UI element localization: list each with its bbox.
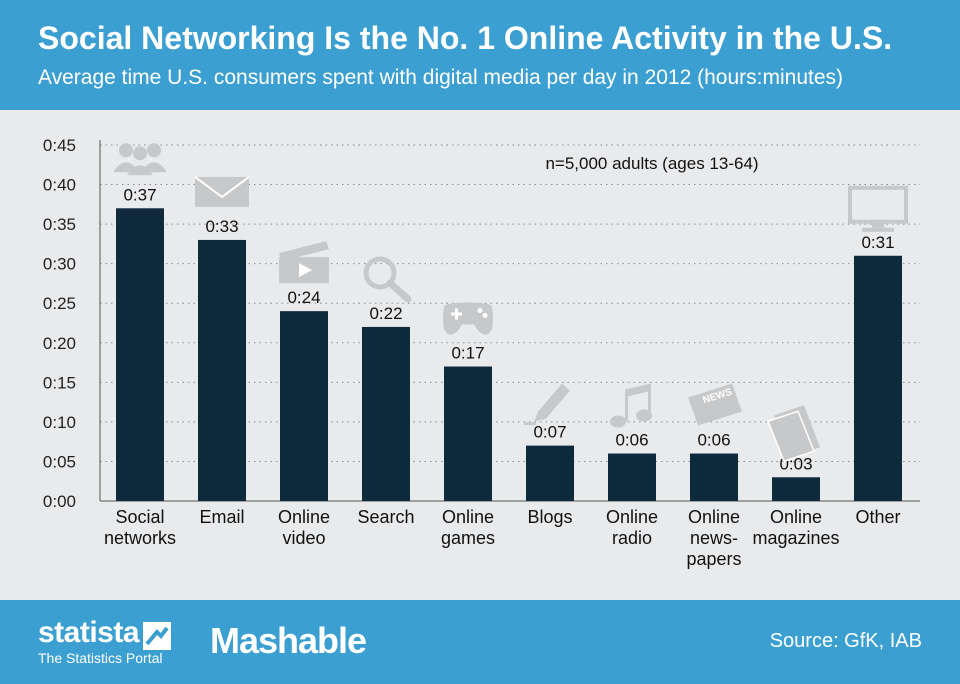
header-banner: Social Networking Is the No. 1 Online Ac… <box>0 0 960 110</box>
category-label: Email <box>199 507 244 527</box>
bar <box>444 366 492 501</box>
bar <box>362 326 410 501</box>
people-icon-head <box>147 143 161 158</box>
gamepad-icon-button <box>482 313 488 319</box>
bar-chart: 0:00 0:05 0:10 0:15 0:20 0:25 0:30 0:35 0:40 0:45… <box>43 136 920 569</box>
footer-banner: statista The Statistics Portal Mashable … <box>0 600 960 684</box>
bar-value-label: 0:22 <box>369 304 402 323</box>
bar <box>772 477 820 501</box>
y-tick-label: 0:00 <box>43 492 76 511</box>
category-label: Online <box>442 507 494 527</box>
category-label: Online <box>770 507 822 527</box>
magnifier-icon-lens <box>363 256 397 290</box>
statista-logo-icon <box>143 622 171 650</box>
clapperboard-icon-clapper <box>279 241 329 262</box>
bar-value-label: 0:06 <box>615 431 648 450</box>
source-note: Source: GfK, IAB <box>769 630 922 652</box>
newspaper-icon-page <box>688 383 742 426</box>
bar-value-label: 0:17 <box>451 344 484 363</box>
y-tick-label: 0:30 <box>43 255 76 274</box>
clapperboard-icon-play <box>299 263 312 278</box>
clapperboard-icon <box>279 241 329 284</box>
y-tick-label: 0:35 <box>43 215 76 234</box>
y-tick-label: 0:15 <box>43 373 76 392</box>
bar-value-label: 0:07 <box>533 423 566 442</box>
statista-tagline: The Statistics Portal <box>38 650 163 666</box>
bar-value-label: 0:24 <box>287 288 320 307</box>
y-tick-label: 0:40 <box>43 176 76 195</box>
magazine-icon <box>767 405 820 463</box>
bar <box>854 255 902 501</box>
category-label: video <box>282 528 325 548</box>
pencil-icon-body <box>534 383 570 422</box>
pencil-icon <box>524 383 570 426</box>
y-tick-label: 0:20 <box>43 334 76 353</box>
plot-area: 0:00 0:05 0:10 0:15 0:20 0:25 0:30 0:35 0:40 0:45… <box>0 110 960 600</box>
newspaper-icon: NEWS <box>688 383 742 426</box>
category-label: Online <box>278 507 330 527</box>
envelope-icon-flap <box>194 176 250 199</box>
category-label: networks <box>104 528 176 548</box>
y-tick-label: 0:45 <box>43 136 76 155</box>
category-label: Other <box>855 507 900 527</box>
magnifier-icon-handle <box>386 279 412 303</box>
people-icon-head <box>119 143 133 158</box>
monitor-icon-base <box>862 227 894 232</box>
gamepad-icon-button <box>477 308 483 314</box>
bar-value-label: 0:06 <box>697 431 730 450</box>
bar <box>690 453 738 501</box>
category-label: Blogs <box>527 507 572 527</box>
monitor-icon <box>848 185 908 232</box>
chart-title: Social Networking Is the No. 1 Online Ac… <box>38 20 893 56</box>
bar <box>608 453 656 501</box>
magazine-icon-page <box>767 410 815 463</box>
chart-subtitle: Average time U.S. consumers spent with d… <box>38 66 844 89</box>
bar <box>198 239 246 501</box>
gamepad-icon-body <box>443 302 493 335</box>
category-label: papers <box>686 549 741 569</box>
bar <box>280 311 328 501</box>
envelope-icon-body <box>195 176 249 207</box>
mashable-logo[interactable]: Mashable <box>210 620 367 661</box>
music-note-icon <box>610 383 652 428</box>
y-tick-label: 0:10 <box>43 413 76 432</box>
people-icon-body <box>127 165 153 176</box>
y-tick-label: 0:25 <box>43 294 76 313</box>
bar-value-label: 0:31 <box>861 233 894 252</box>
y-tick-label: 0:05 <box>43 452 76 471</box>
monitor-icon-neck <box>872 221 884 228</box>
gamepad-icon <box>443 302 493 335</box>
music-note-icon-stem <box>625 383 651 422</box>
category-label: magazines <box>752 528 839 548</box>
bar-value-label: 0:33 <box>205 217 238 236</box>
category-label: Social <box>115 507 164 527</box>
category-label: Search <box>357 507 414 527</box>
category-label: radio <box>612 528 652 548</box>
bar <box>526 445 574 501</box>
gamepad-icon-dpad <box>451 308 462 320</box>
bar-value-label: 0:37 <box>123 185 156 204</box>
sample-size-note: n=5,000 adults (ages 13-64) <box>545 154 758 173</box>
category-label: Online <box>606 507 658 527</box>
category-label: games <box>441 528 495 548</box>
statista-logo[interactable]: statista <box>38 616 140 649</box>
category-label: news- <box>690 528 738 548</box>
category-label: Online <box>688 507 740 527</box>
monitor-icon-screen <box>848 185 908 224</box>
people-icon-head <box>133 146 147 161</box>
magnifier-icon <box>363 256 412 303</box>
music-note-icon-head <box>610 415 626 428</box>
people-icon <box>113 143 167 176</box>
envelope-icon <box>194 176 250 207</box>
bar <box>116 208 164 501</box>
